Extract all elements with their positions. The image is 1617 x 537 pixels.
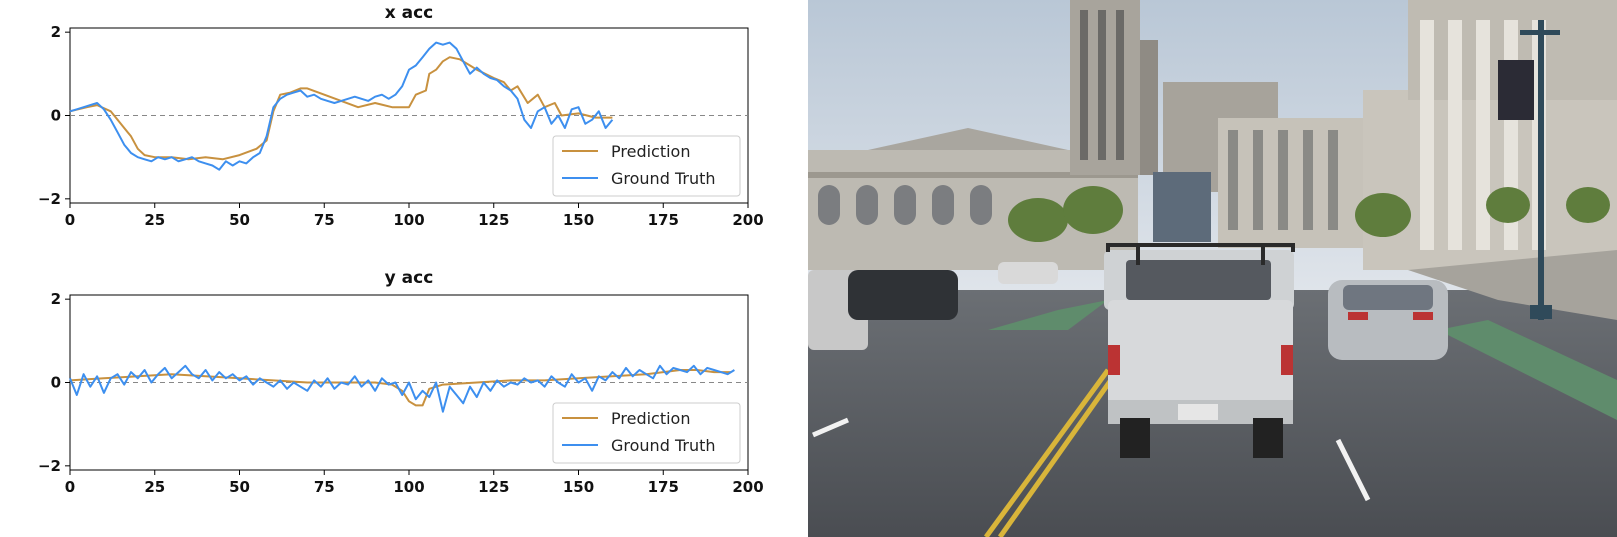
y-acc-xtick-label: 200 xyxy=(732,478,763,496)
x-acc-xtick-label: 0 xyxy=(65,211,75,229)
x-acc-legend-prediction-label: Prediction xyxy=(611,142,690,161)
x-acc-ytick-label: −2 xyxy=(38,190,61,208)
x-acc-ground-truth-line xyxy=(69,41,614,171)
x-acc-xtick-label: 75 xyxy=(314,211,335,229)
y-acc-xtick-label: 175 xyxy=(648,478,679,496)
x-acc-xtick-label: 150 xyxy=(563,211,594,229)
trees xyxy=(1008,186,1610,242)
bike-lane-right xyxy=(1438,320,1617,420)
x-acc-ytick-label: 0 xyxy=(51,107,61,125)
y-acc-chart: y acc 0 25 50 75 100 125 150 175 200−202 Predict… xyxy=(38,268,764,496)
x-acc-xtick-label: 125 xyxy=(478,211,509,229)
x-acc-xtick-label: 200 xyxy=(732,211,763,229)
right-building xyxy=(1363,0,1617,270)
high-rise-buildings xyxy=(1070,0,1368,248)
y-acc-xtick-label: 150 xyxy=(563,478,594,496)
x-acc-ticks: 0 25 50 75 100 125 150 175 200−202 xyxy=(38,23,764,229)
sidewalk-right xyxy=(1408,250,1617,320)
y-acc-xtick-label: 100 xyxy=(393,478,424,496)
x-acc-xtick-label: 25 xyxy=(144,211,165,229)
x-acc-chart-title: x acc xyxy=(385,3,434,23)
y-acc-xtick-label: 125 xyxy=(478,478,509,496)
x-acc-legend-ground-truth-label: Ground Truth xyxy=(611,169,716,188)
x-acc-xtick-label: 50 xyxy=(229,211,250,229)
x-acc-ytick-label: 2 xyxy=(51,23,61,41)
y-acc-ytick-label: −2 xyxy=(38,457,61,475)
pickup-truck xyxy=(1104,243,1295,458)
x-acc-xtick-label: 100 xyxy=(393,211,424,229)
x-acc-legend: Prediction Ground Truth xyxy=(552,135,741,197)
y-acc-legend-prediction-label: Prediction xyxy=(611,409,690,428)
y-acc-legend: Prediction Ground Truth xyxy=(552,402,741,464)
y-acc-legend-box xyxy=(552,402,741,464)
street-scene-image xyxy=(808,0,1617,537)
y-acc-xtick-label: 50 xyxy=(229,478,250,496)
y-acc-xtick-label: 25 xyxy=(144,478,165,496)
y-acc-legend-ground-truth-label: Ground Truth xyxy=(611,436,716,455)
x-acc-xtick-label: 175 xyxy=(648,211,679,229)
y-acc-ticks: 0 25 50 75 100 125 150 175 200−202 xyxy=(38,290,764,496)
x-acc-legend-box xyxy=(552,135,741,197)
sedan-right xyxy=(1328,280,1448,360)
y-acc-ytick-label: 2 xyxy=(51,290,61,308)
y-acc-ytick-label: 0 xyxy=(51,374,61,392)
x-acc-series xyxy=(69,41,614,171)
x-acc-chart: x acc 0 25 50 75 100 125 150 175 200−202 Predict… xyxy=(38,3,764,229)
bike-lane-left xyxy=(988,300,1108,330)
y-acc-xtick-label: 75 xyxy=(314,478,335,496)
y-acc-xtick-label: 0 xyxy=(65,478,75,496)
charts-panel: x acc 0 25 50 75 100 125 150 175 200−202 Predict… xyxy=(38,3,764,496)
y-acc-ground-truth-line xyxy=(69,364,735,413)
y-acc-chart-title: y acc xyxy=(385,268,434,288)
lane-markings xyxy=(983,368,1121,537)
y-acc-series xyxy=(69,364,735,413)
street-lamp xyxy=(1520,20,1560,320)
camera-image xyxy=(808,0,1617,537)
parked-cars-left xyxy=(808,262,1058,350)
x-acc-prediction-line xyxy=(69,56,613,161)
